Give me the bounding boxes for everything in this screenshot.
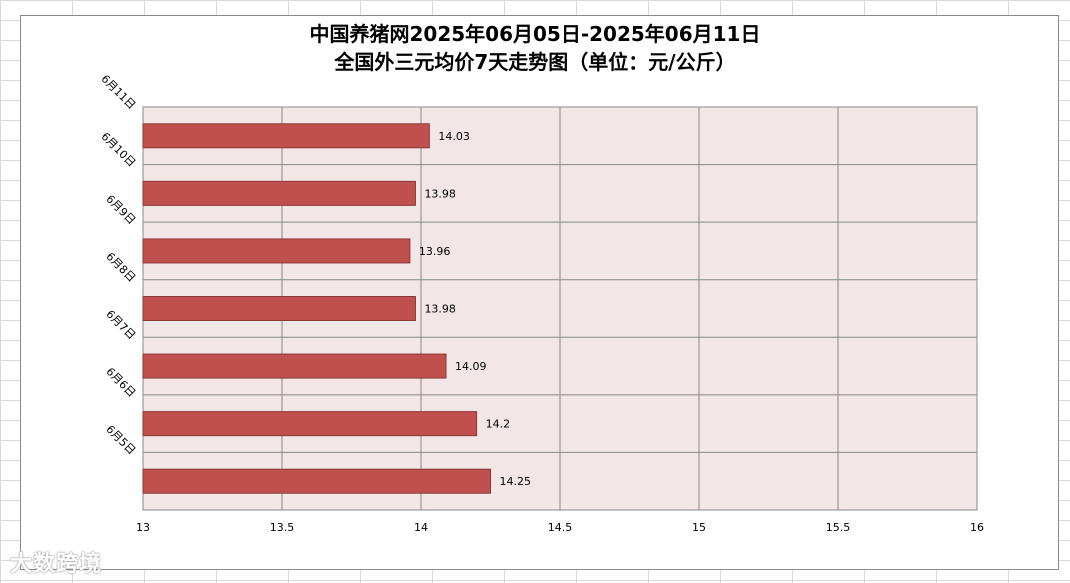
bar bbox=[142, 411, 478, 437]
watermark: 大数跨境 bbox=[10, 552, 103, 577]
y-tick-label: 6月10日 bbox=[98, 130, 138, 170]
data-label: 14.09 bbox=[455, 360, 487, 373]
y-tick-label: 6月11日 bbox=[98, 72, 138, 112]
bar bbox=[142, 468, 491, 494]
y-tick-label: 6月8日 bbox=[103, 250, 138, 285]
data-label: 14.03 bbox=[438, 130, 470, 143]
x-tick-label: 15.5 bbox=[826, 521, 851, 534]
x-tick-label: 14 bbox=[414, 521, 428, 534]
title-line-1: 中国养猪网2025年06月05日-2025年06月11日 bbox=[309, 22, 761, 46]
title-line-2: 全国外三元均价7天走势图（单位：元/公斤） bbox=[334, 50, 736, 74]
bar bbox=[142, 123, 430, 149]
data-label: 13.98 bbox=[424, 303, 456, 316]
x-tick-label: 15 bbox=[692, 521, 706, 534]
x-tick-label: 13.5 bbox=[270, 521, 295, 534]
x-tick-label: 13 bbox=[136, 521, 150, 534]
x-tick-label: 14.5 bbox=[548, 521, 573, 534]
bar bbox=[142, 353, 447, 379]
data-label: 13.98 bbox=[424, 187, 456, 200]
chart-title: 中国养猪网2025年06月05日-2025年06月11日 全国外三元均价7天走势… bbox=[0, 20, 1070, 76]
y-tick-label: 6月9日 bbox=[103, 192, 138, 227]
data-label: 13.96 bbox=[419, 245, 451, 258]
bar bbox=[142, 296, 416, 321]
bar bbox=[142, 238, 411, 264]
data-label: 14.2 bbox=[486, 418, 511, 431]
y-tick-label: 6月6日 bbox=[103, 365, 138, 400]
y-tick-label: 6月5日 bbox=[103, 423, 138, 458]
bar bbox=[142, 180, 416, 206]
y-tick-label: 6月7日 bbox=[103, 308, 138, 343]
data-label: 14.25 bbox=[500, 475, 532, 488]
x-tick-label: 16 bbox=[970, 521, 984, 534]
